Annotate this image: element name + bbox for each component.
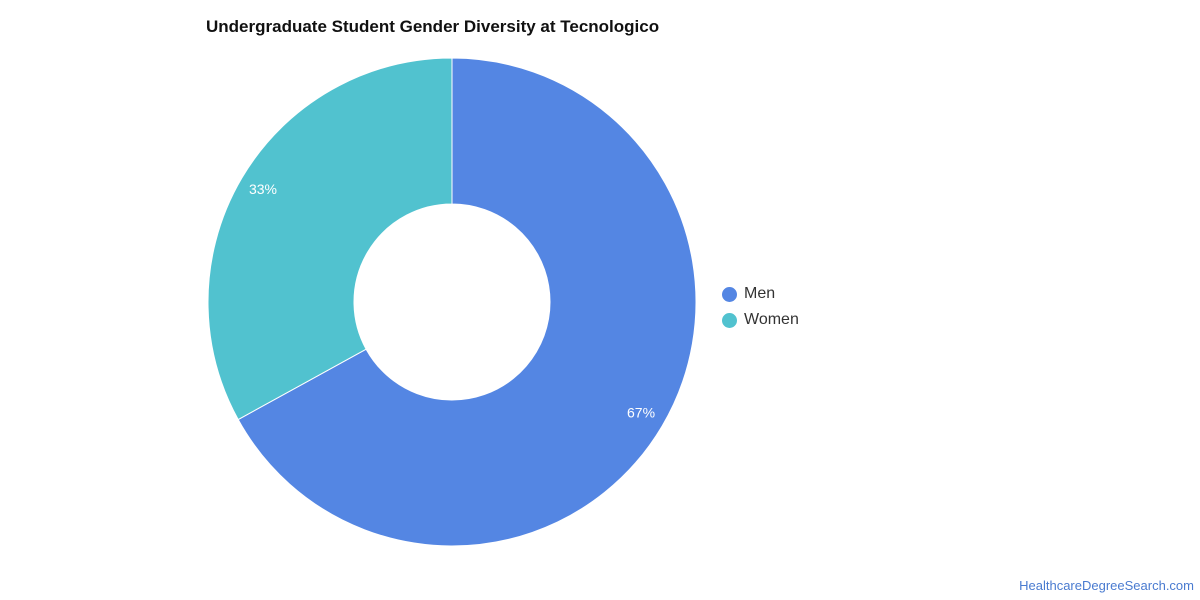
slice-label-women: 33% — [249, 181, 277, 197]
slice-men[interactable] — [237, 57, 697, 547]
legend-label-women: Women — [744, 311, 799, 328]
site-watermark[interactable]: HealthcareDegreeSearch.com — [1019, 578, 1194, 593]
legend-swatch-women — [722, 312, 737, 328]
legend-item-women[interactable]: Women — [722, 307, 799, 333]
slice-women[interactable] — [207, 57, 453, 421]
legend-label-men: Men — [744, 285, 776, 302]
slice-label-men: 67% — [627, 404, 655, 420]
chart-title: Undergraduate Student Gender Diversity a… — [206, 17, 660, 36]
legend-swatch-men — [722, 286, 737, 302]
legend: Men Women — [722, 281, 799, 333]
legend-item-men[interactable]: Men — [722, 281, 799, 307]
